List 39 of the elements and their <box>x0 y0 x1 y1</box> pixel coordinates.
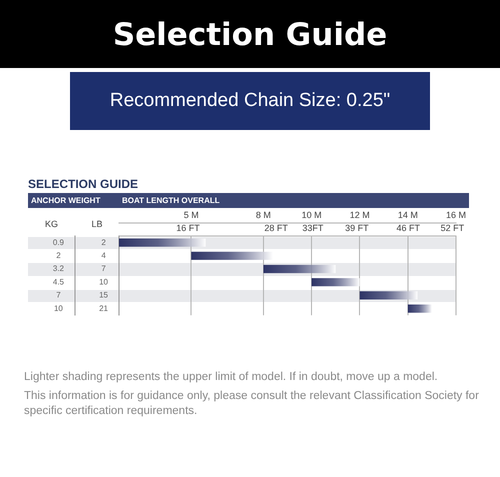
text: Lighter shading represents the upper limit of model. If in doubt, move up a model. <box>24 370 439 385</box>
bar <box>408 304 432 313</box>
y-tick-label: 10 <box>54 304 64 313</box>
x2-tick-label: 33FT <box>302 223 324 234</box>
y-tick-label: 4.5 <box>52 277 65 286</box>
x-tick-label: 8 M <box>256 210 271 220</box>
bar <box>191 252 274 260</box>
y-tick-label: 7 <box>56 290 62 300</box>
bar <box>263 264 336 274</box>
x2-tick-label: 52 FT <box>440 223 465 234</box>
x-tick-label: 12 M <box>350 210 370 220</box>
y-tick-label: 0.9 <box>52 238 65 247</box>
bar <box>360 291 418 300</box>
x-tick-label: 5 M <box>184 210 199 220</box>
y2-tick-label: 21 <box>99 304 109 313</box>
x-tick-label: 14 M <box>398 210 418 220</box>
y2-tick-label: 15 <box>99 290 109 300</box>
x2-tick-label: 16 FT <box>176 223 200 234</box>
x-axis-title: BOAT LENGTH OVERALL <box>122 196 220 205</box>
text: This information is for guidance only, please consult the relevant Classification Society for specific certification requirements. <box>24 389 480 419</box>
x-tick-label: 16 M <box>446 210 466 220</box>
text: LB <box>91 219 103 229</box>
text: SELECTION GUIDE <box>28 177 138 191</box>
y-tick-label: 3.2 <box>52 264 65 274</box>
text: KG <box>44 219 58 229</box>
y-axis-title: ANCHOR WEIGHT <box>31 196 100 205</box>
chart-title: Selection Guide <box>0 0 500 68</box>
y2-tick-label: 7 <box>101 264 106 274</box>
x-tick-label: 10 M <box>302 210 322 220</box>
bar <box>312 278 360 286</box>
y-tick-label: 2 <box>56 251 62 260</box>
y2-tick-label: 4 <box>101 251 106 260</box>
x2-tick-label: 39 FT <box>345 223 370 234</box>
y2-tick-label: 10 <box>99 277 109 286</box>
bar <box>119 238 206 247</box>
x2-tick-label: 28 FT <box>264 223 288 234</box>
chart-subtitle: Recommended Chain Size: 0.25" <box>70 72 430 130</box>
y2-tick-label: 2 <box>101 238 106 247</box>
x2-tick-label: 46 FT <box>396 223 421 234</box>
